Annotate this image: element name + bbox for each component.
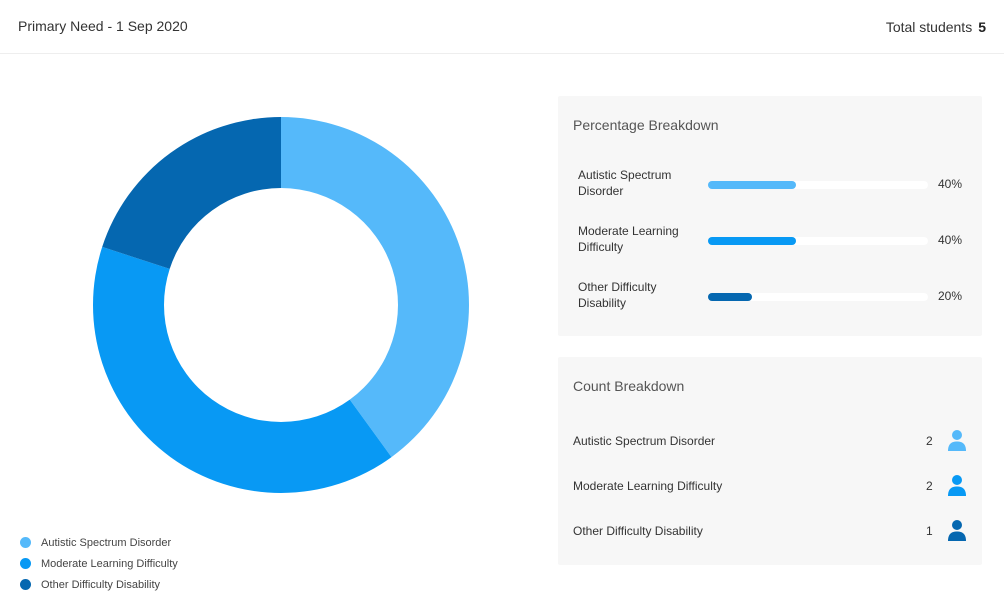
header: Primary Need - 1 Sep 2020 Total students… (0, 0, 1004, 54)
legend-item[interactable]: Autistic Spectrum Disorder (20, 532, 178, 553)
count-breakdown-title: Count Breakdown (573, 378, 685, 394)
percentage-row-label-line: Disorder (578, 184, 624, 198)
legend-swatch (20, 558, 31, 569)
count-row-value: 2 (926, 479, 933, 493)
percentage-bar-fill (708, 293, 752, 301)
percentage-bar-track (708, 237, 928, 245)
count-breakdown-card: Count Breakdown Autistic Spectrum Disord… (558, 357, 982, 565)
count-row: Moderate Learning Difficulty 2 (558, 474, 982, 500)
person-icon (948, 430, 966, 451)
chart-legend: Autistic Spectrum Disorder Moderate Lear… (20, 532, 178, 595)
legend-item[interactable]: Moderate Learning Difficulty (20, 553, 178, 574)
count-row-label: Autistic Spectrum Disorder (573, 434, 716, 448)
percentage-breakdown-card: Percentage Breakdown Autistic Spectrum D… (558, 96, 982, 336)
percentage-breakdown-title: Percentage Breakdown (573, 117, 719, 133)
page-title: Primary Need - 1 Sep 2020 (18, 18, 188, 34)
percentage-row-label: Autistic Spectrum Disorder (578, 167, 698, 199)
percentage-value: 40% (938, 233, 963, 247)
percentage-row-label-line: Autistic Spectrum (578, 168, 672, 182)
count-row-value: 1 (926, 524, 933, 538)
legend-label: Autistic Spectrum Disorder (41, 536, 172, 549)
percentage-row: Moderate Learning Difficulty 40% (558, 223, 982, 257)
donut-slice[interactable] (281, 117, 469, 458)
percentage-row-label-line: Disability (578, 296, 627, 310)
percentage-row: Other Difficulty Disability 20% (558, 279, 982, 313)
percentage-bar-fill (708, 237, 796, 245)
percentage-row-label-line: Difficulty (578, 240, 624, 254)
count-row-label: Moderate Learning Difficulty (573, 479, 723, 493)
person-icon (948, 520, 966, 541)
percentage-bar-track (708, 181, 928, 189)
percentage-bar-track (708, 293, 928, 301)
donut-slice[interactable] (102, 117, 281, 269)
percentage-row-label-line: Moderate Learning (578, 224, 679, 238)
count-row: Other Difficulty Disability 1 (558, 519, 982, 545)
legend-label: Moderate Learning Difficulty (41, 557, 178, 570)
donut-chart (93, 117, 469, 493)
total-students-value: 5 (978, 19, 986, 35)
count-row: Autistic Spectrum Disorder 2 (558, 429, 982, 455)
legend-swatch (20, 537, 31, 548)
percentage-bar-fill (708, 181, 796, 189)
percentage-row: Autistic Spectrum Disorder 40% (558, 167, 982, 201)
donut-slice[interactable] (93, 246, 392, 493)
percentage-value: 40% (938, 177, 963, 191)
percentage-row-label: Other Difficulty Disability (578, 279, 698, 311)
total-students-label: Total students (885, 19, 973, 35)
total-students: Total students 5 (886, 19, 986, 35)
legend-swatch (20, 579, 31, 590)
percentage-row-label-line: Other Difficulty (578, 280, 657, 294)
percentage-value: 20% (938, 289, 963, 303)
count-row-label: Other Difficulty Disability (573, 524, 703, 538)
percentage-row-label: Moderate Learning Difficulty (578, 223, 698, 255)
legend-label: Other Difficulty Disability (41, 578, 160, 591)
person-icon (948, 475, 966, 496)
count-row-value: 2 (926, 434, 933, 448)
legend-item[interactable]: Other Difficulty Disability (20, 574, 178, 595)
